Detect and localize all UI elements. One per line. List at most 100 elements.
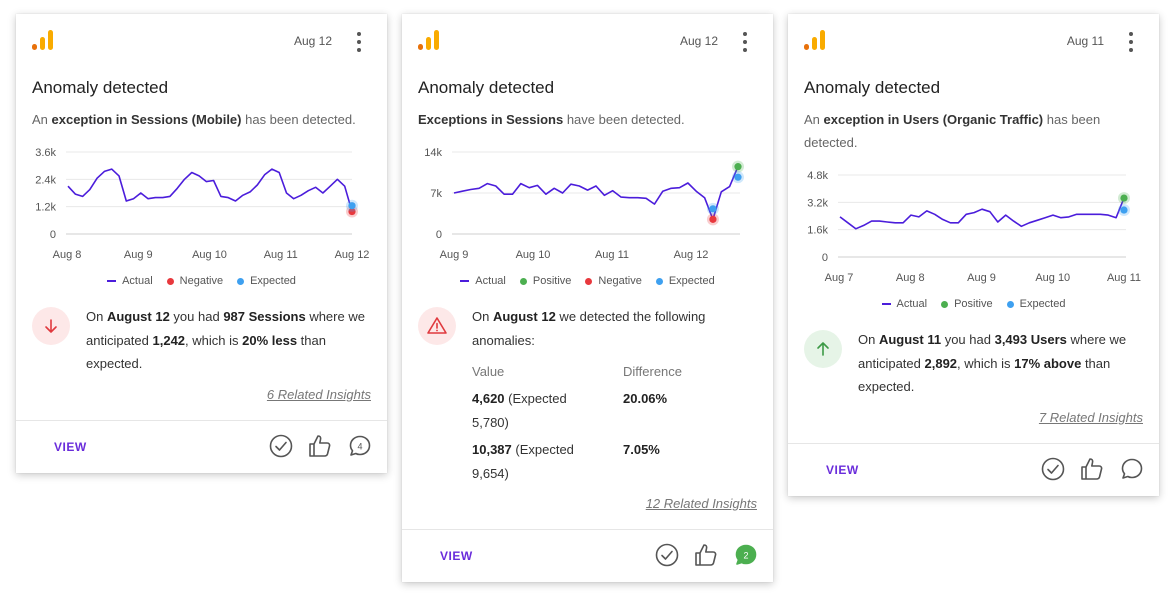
users-chart: 4.8k 3.2k 1.6k 0 Aug 7 Aug 8 Aug 9 Aug 10 Aug 11 bbox=[807, 170, 1141, 284]
y-tick-label: 0 bbox=[50, 229, 56, 241]
legend-swatch bbox=[941, 300, 949, 308]
status-badge bbox=[32, 307, 70, 345]
warning-triangle-icon bbox=[427, 317, 447, 334]
y-tick-label: 7k bbox=[430, 188, 442, 200]
legend-label: Actual bbox=[122, 275, 153, 287]
legend-item-positive: Positive bbox=[519, 275, 571, 287]
point-expected bbox=[734, 173, 742, 181]
legend-swatch bbox=[460, 280, 470, 283]
chart-legend: Actual Negative Expected bbox=[16, 275, 387, 287]
x-tick-label: Aug 11 bbox=[595, 249, 629, 261]
legend-swatch bbox=[166, 277, 174, 285]
point-negative bbox=[348, 207, 356, 216]
card-footer: VIEW 4 bbox=[16, 420, 387, 473]
status-badge bbox=[804, 330, 842, 368]
card-subtitle: An exception in Users (Organic Traffic) … bbox=[804, 112, 1101, 150]
related-insights-link[interactable]: 12 Related Insights bbox=[645, 496, 757, 511]
legend-swatch bbox=[237, 277, 245, 285]
sessions-chart: 3.6k 2.4k 1.2k 0 Aug 8 Aug 9 Aug 10 Aug 11 Aug 1… bbox=[35, 147, 370, 261]
legend-item-positive: Positive bbox=[941, 298, 993, 310]
legend-label: Negative bbox=[179, 275, 224, 287]
table-row-value: 10,387 (Expected 9,654) bbox=[472, 442, 574, 481]
legend-swatch bbox=[1006, 300, 1014, 308]
comment-count: 4 bbox=[357, 442, 362, 452]
card-date: Aug 12 bbox=[293, 34, 332, 48]
x-tick-label: Aug 9 bbox=[967, 272, 996, 284]
legend-label: Negative bbox=[598, 275, 642, 287]
card-title: Anomaly detected bbox=[804, 78, 941, 97]
point-positive bbox=[1120, 194, 1128, 202]
legend-swatch bbox=[655, 277, 663, 285]
y-tick-label: 0 bbox=[436, 229, 442, 241]
status-badge bbox=[418, 307, 456, 345]
legend-label: Actual bbox=[896, 298, 928, 310]
chart-legend: Actual Positive Negative Expected bbox=[402, 275, 773, 287]
thumbs-up-icon[interactable] bbox=[1079, 456, 1105, 482]
insight-card-sessions: Aug 12 Anomaly detected Exceptions in Se… bbox=[402, 14, 773, 582]
point-expected bbox=[709, 205, 717, 213]
legend-item-actual: Actual bbox=[107, 275, 153, 287]
chart-legend: Actual Positive Expected bbox=[788, 298, 1159, 310]
legend-swatch bbox=[585, 277, 593, 285]
legend-item-actual: Actual bbox=[881, 298, 928, 310]
x-tick-label: Aug 8 bbox=[896, 272, 925, 284]
view-button[interactable]: VIEW bbox=[440, 549, 473, 563]
column-header-value: Value bbox=[472, 364, 505, 379]
y-tick-label: 0 bbox=[822, 252, 828, 264]
y-tick-label: 3.2k bbox=[807, 197, 828, 209]
column-header-difference: Difference bbox=[623, 364, 683, 379]
table-row-value: 4,620 (Expected 5,780) bbox=[472, 391, 567, 430]
insight-card-users-organic: Aug 11 Anomaly detected An exception in … bbox=[788, 14, 1159, 496]
more-options-icon[interactable] bbox=[737, 31, 753, 53]
legend-item-negative: Negative bbox=[585, 275, 642, 287]
analytics-logo-icon bbox=[804, 30, 825, 50]
point-positive bbox=[734, 163, 742, 171]
arrow-down-icon bbox=[45, 319, 57, 333]
card-title: Anomaly detected bbox=[418, 78, 555, 97]
sessions-chart: 14k 7k 0 Aug 9 Aug 10 Aug 11 Aug 12 bbox=[424, 147, 744, 261]
x-tick-label: Aug 11 bbox=[264, 249, 298, 261]
view-button[interactable]: VIEW bbox=[826, 463, 859, 477]
analytics-logo-icon bbox=[418, 30, 439, 50]
legend-swatch bbox=[519, 277, 527, 285]
more-options-icon[interactable] bbox=[351, 31, 367, 53]
comment-icon[interactable]: 4 bbox=[347, 433, 373, 459]
x-tick-label: Aug 7 bbox=[825, 272, 854, 284]
series-line-actual bbox=[453, 166, 739, 221]
x-tick-label: Aug 9 bbox=[440, 249, 469, 261]
x-tick-label: Aug 10 bbox=[192, 249, 227, 261]
card-date: Aug 12 bbox=[679, 34, 718, 48]
legend-swatch bbox=[881, 303, 891, 306]
comment-icon[interactable]: 2 bbox=[733, 542, 759, 568]
series-line-actual bbox=[839, 197, 1125, 230]
check-circle-icon[interactable] bbox=[268, 433, 294, 459]
related-insights-link[interactable]: 6 Related Insights bbox=[266, 387, 371, 402]
check-circle-icon[interactable] bbox=[654, 542, 680, 568]
table-row-difference: 7.05% bbox=[623, 442, 660, 457]
x-tick-label: Aug 12 bbox=[335, 249, 370, 261]
x-tick-label: Aug 9 bbox=[124, 249, 153, 261]
thumbs-up-icon[interactable] bbox=[693, 542, 719, 568]
more-options-icon[interactable] bbox=[1123, 31, 1139, 53]
legend-item-actual: Actual bbox=[460, 275, 506, 287]
anomaly-message: On August 12 we detected the following a… bbox=[472, 309, 706, 348]
legend-label: Positive bbox=[954, 298, 993, 310]
point-expected bbox=[1120, 206, 1128, 214]
card-date: Aug 11 bbox=[1066, 34, 1104, 48]
legend-label: Expected bbox=[668, 275, 715, 287]
point-expected bbox=[348, 202, 356, 210]
check-circle-icon[interactable] bbox=[1040, 456, 1066, 482]
analytics-logo-icon bbox=[32, 30, 53, 50]
x-tick-label: Aug 10 bbox=[1035, 272, 1070, 284]
legend-label: Expected bbox=[1019, 298, 1066, 310]
legend-label: Expected bbox=[250, 275, 296, 287]
y-tick-label: 1.6k bbox=[807, 225, 828, 237]
related-insights-link[interactable]: 7 Related Insights bbox=[1038, 410, 1143, 425]
y-tick-label: 3.6k bbox=[35, 147, 56, 159]
thumbs-up-icon[interactable] bbox=[307, 433, 333, 459]
insight-card-sessions-mobile: Aug 12 Anomaly detected An exception in … bbox=[16, 14, 387, 473]
legend-item-negative: Negative bbox=[166, 275, 224, 287]
view-button[interactable]: VIEW bbox=[54, 440, 87, 454]
anomaly-message: On August 11 you had 3,493 Users where w… bbox=[858, 332, 1127, 394]
comment-icon[interactable] bbox=[1119, 456, 1145, 482]
